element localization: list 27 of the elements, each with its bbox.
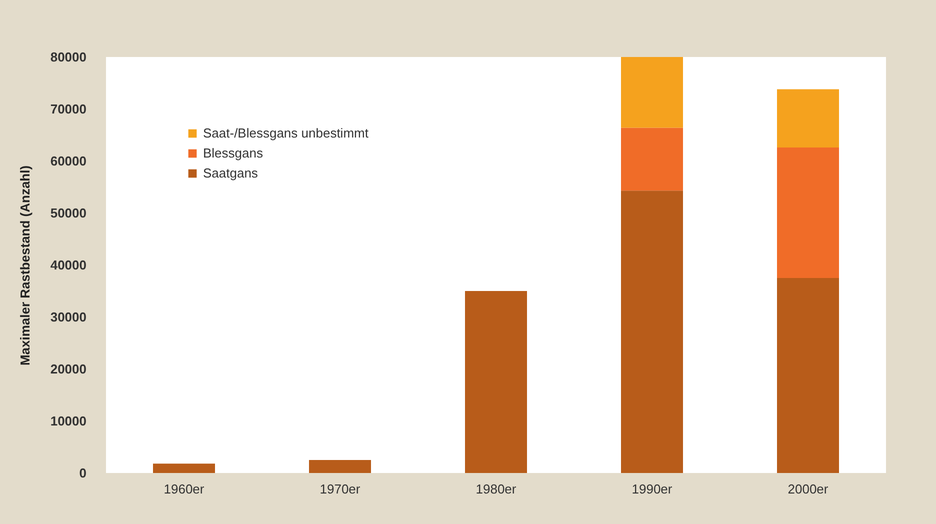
y-tick-label: 70000	[50, 102, 86, 116]
x-tick-label: 1980er	[476, 482, 517, 496]
bar	[309, 460, 371, 473]
y-tick-label: 80000	[50, 50, 86, 64]
bar	[777, 147, 839, 278]
y-tick-label: 30000	[50, 310, 86, 324]
x-tick-label: 1990er	[632, 482, 673, 496]
legend-label: Saat-/Blessgans unbestimmt	[203, 126, 369, 140]
y-axis-title: Maximaler Rastbestand (Anzahl)	[17, 165, 32, 366]
bar	[621, 128, 683, 191]
y-tick-label: 40000	[50, 258, 86, 272]
y-tick-label: 50000	[50, 206, 86, 220]
bar	[777, 278, 839, 473]
bar	[621, 57, 683, 128]
y-tick-label: 10000	[50, 414, 86, 428]
bar	[777, 89, 839, 148]
bar	[465, 291, 527, 473]
y-tick-label: 60000	[50, 154, 86, 168]
legend-label: Saatgans	[203, 166, 258, 180]
x-tick-label: 1970er	[320, 482, 361, 496]
bar	[621, 190, 683, 473]
bar	[153, 464, 215, 473]
x-tick-label: 2000er	[788, 482, 829, 496]
y-tick-label: 20000	[50, 362, 86, 376]
y-tick-label: 0	[79, 466, 86, 480]
legend-label: Blessgans	[203, 146, 264, 160]
x-tick-label: 1960er	[164, 482, 205, 496]
